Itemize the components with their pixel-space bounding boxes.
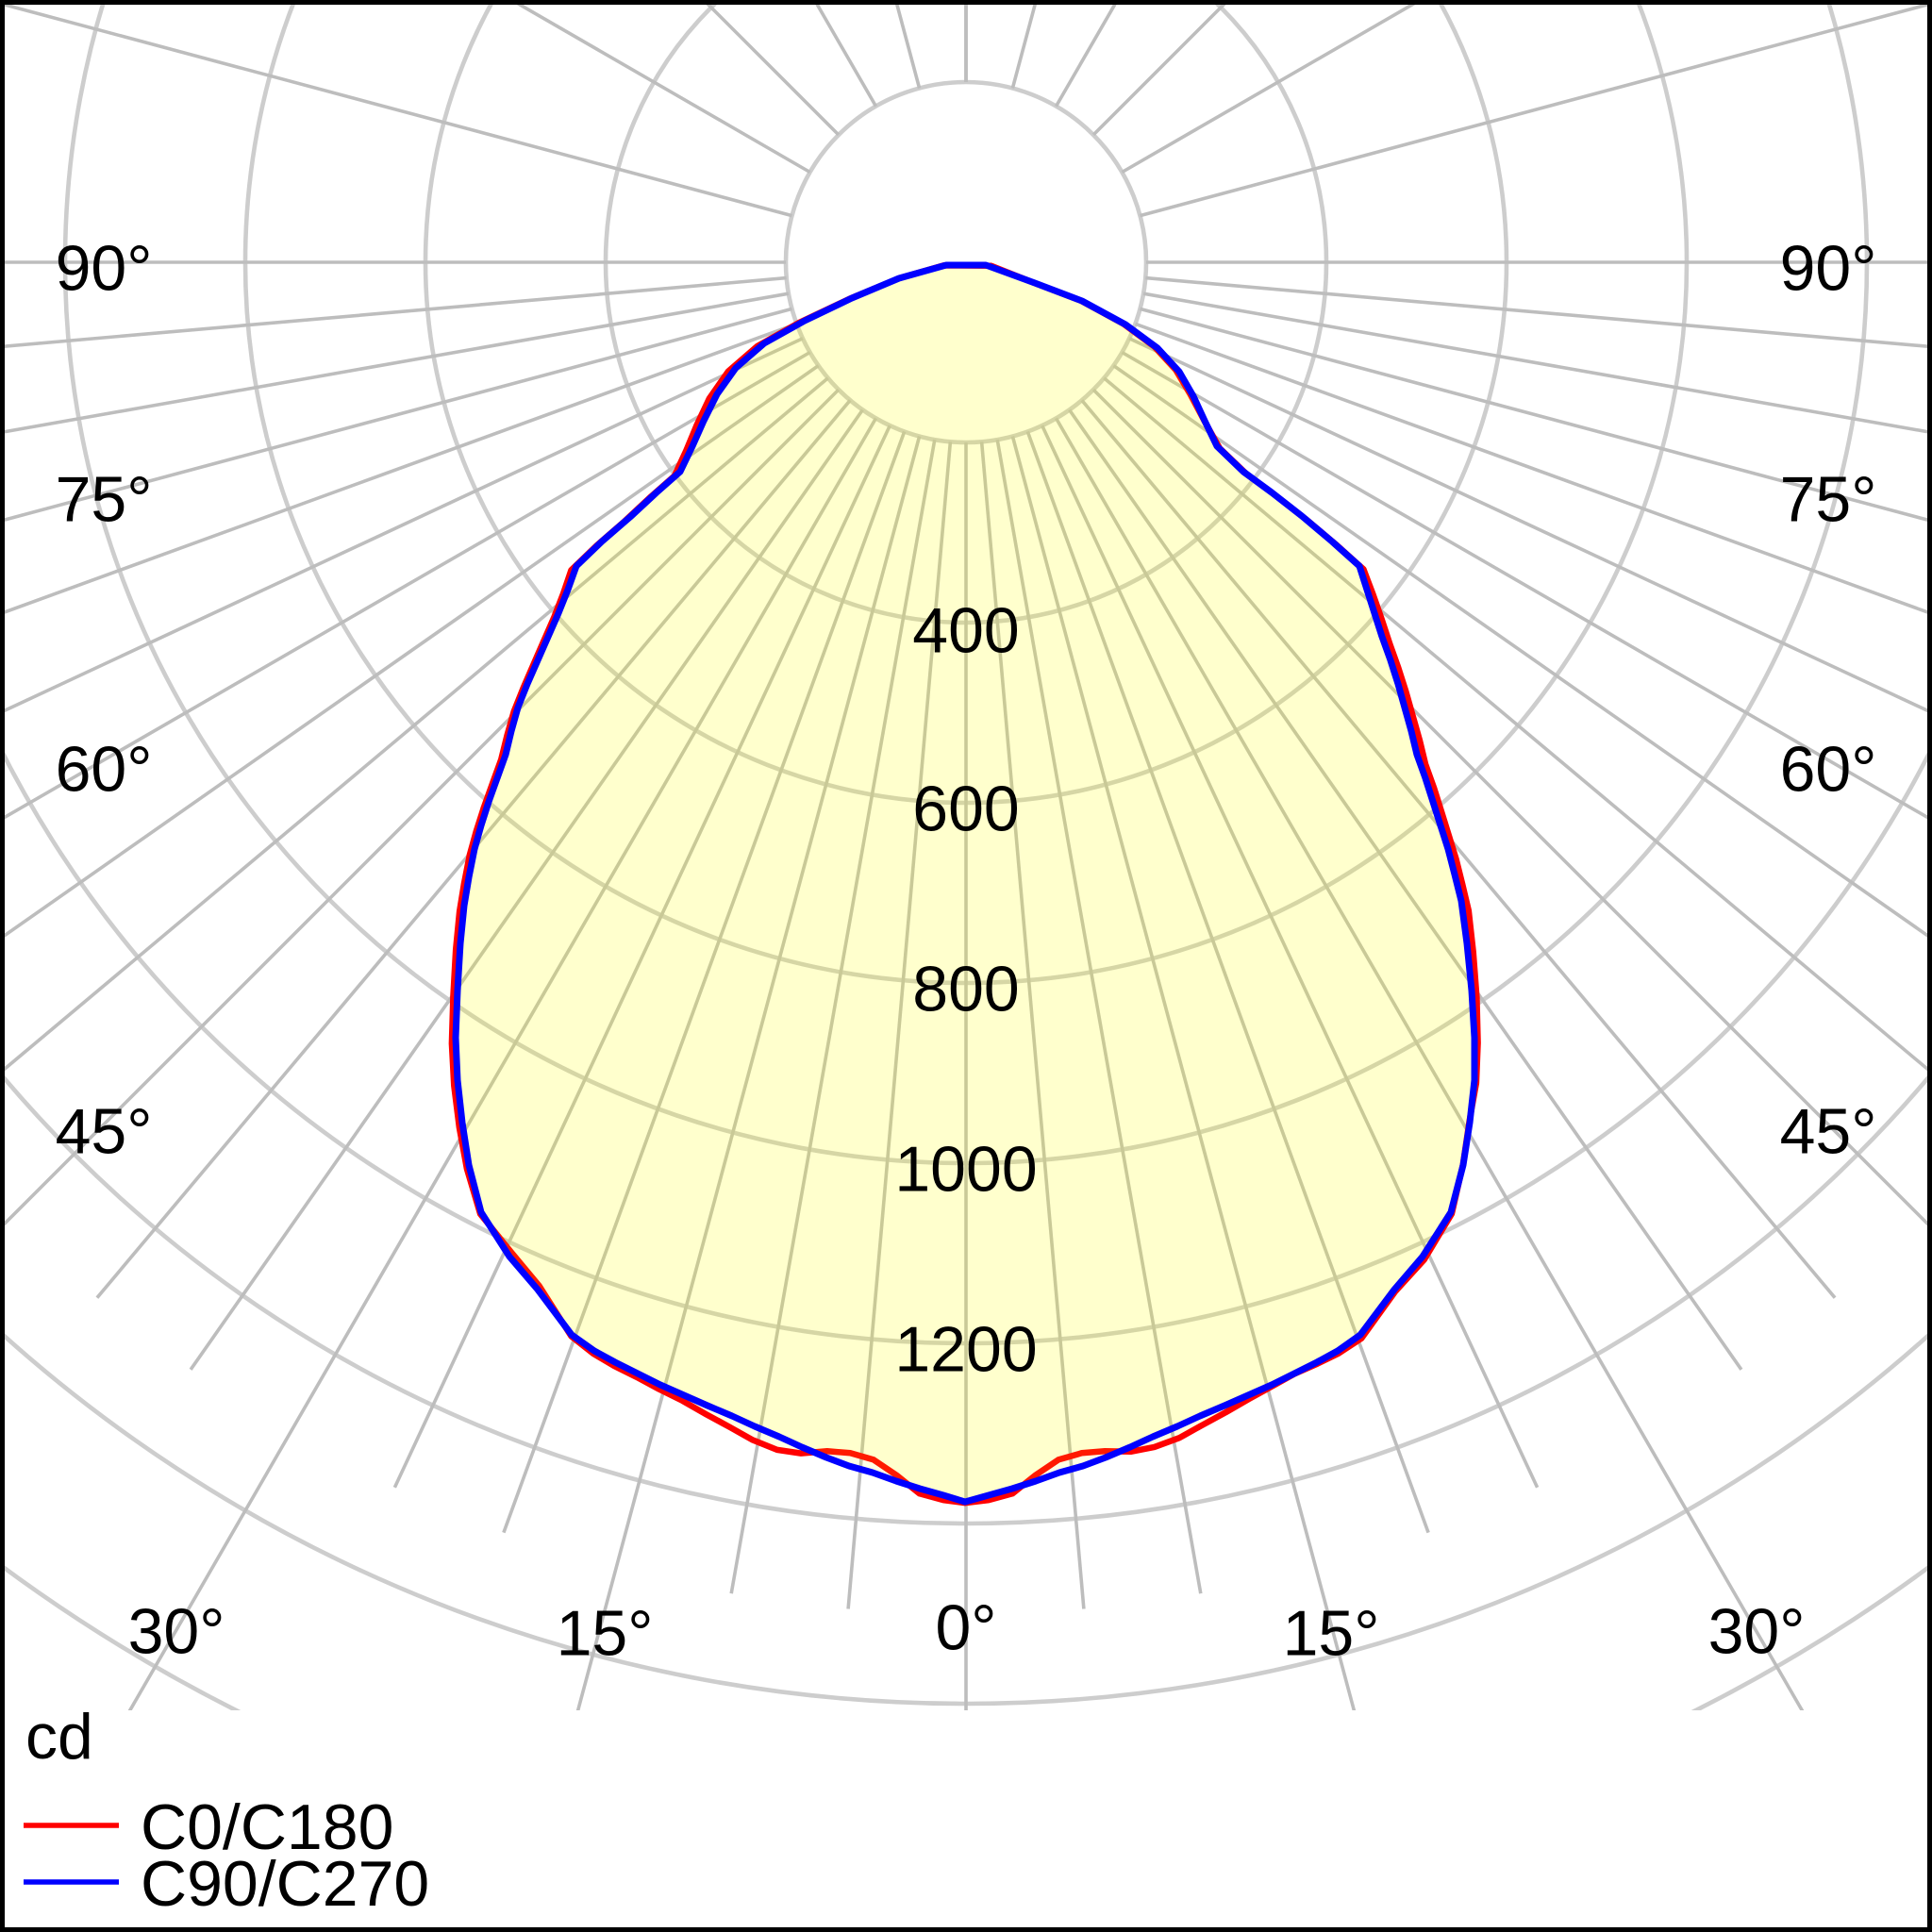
svg-text:600: 600 (912, 774, 1019, 845)
svg-text:75°: 75° (1780, 464, 1877, 536)
svg-text:30°: 30° (128, 1596, 225, 1668)
svg-text:0°: 0° (935, 1592, 996, 1664)
svg-text:90°: 90° (56, 233, 153, 305)
svg-text:1200: 1200 (894, 1314, 1037, 1386)
svg-text:90°: 90° (1780, 233, 1877, 305)
svg-text:75°: 75° (56, 464, 153, 536)
svg-text:15°: 15° (1283, 1598, 1380, 1670)
svg-text:60°: 60° (56, 734, 153, 806)
svg-text:60°: 60° (1780, 734, 1877, 806)
svg-text:30°: 30° (1708, 1596, 1806, 1668)
svg-text:800: 800 (912, 954, 1019, 1025)
svg-text:45°: 45° (56, 1096, 153, 1168)
svg-text:1000: 1000 (894, 1134, 1037, 1206)
svg-text:15°: 15° (557, 1598, 654, 1670)
svg-text:cd: cd (25, 1701, 93, 1773)
svg-text:45°: 45° (1780, 1096, 1877, 1168)
svg-text:C90/C270: C90/C270 (141, 1848, 429, 1920)
svg-text:C0/C180: C0/C180 (141, 1791, 393, 1863)
svg-text:400: 400 (912, 595, 1019, 667)
